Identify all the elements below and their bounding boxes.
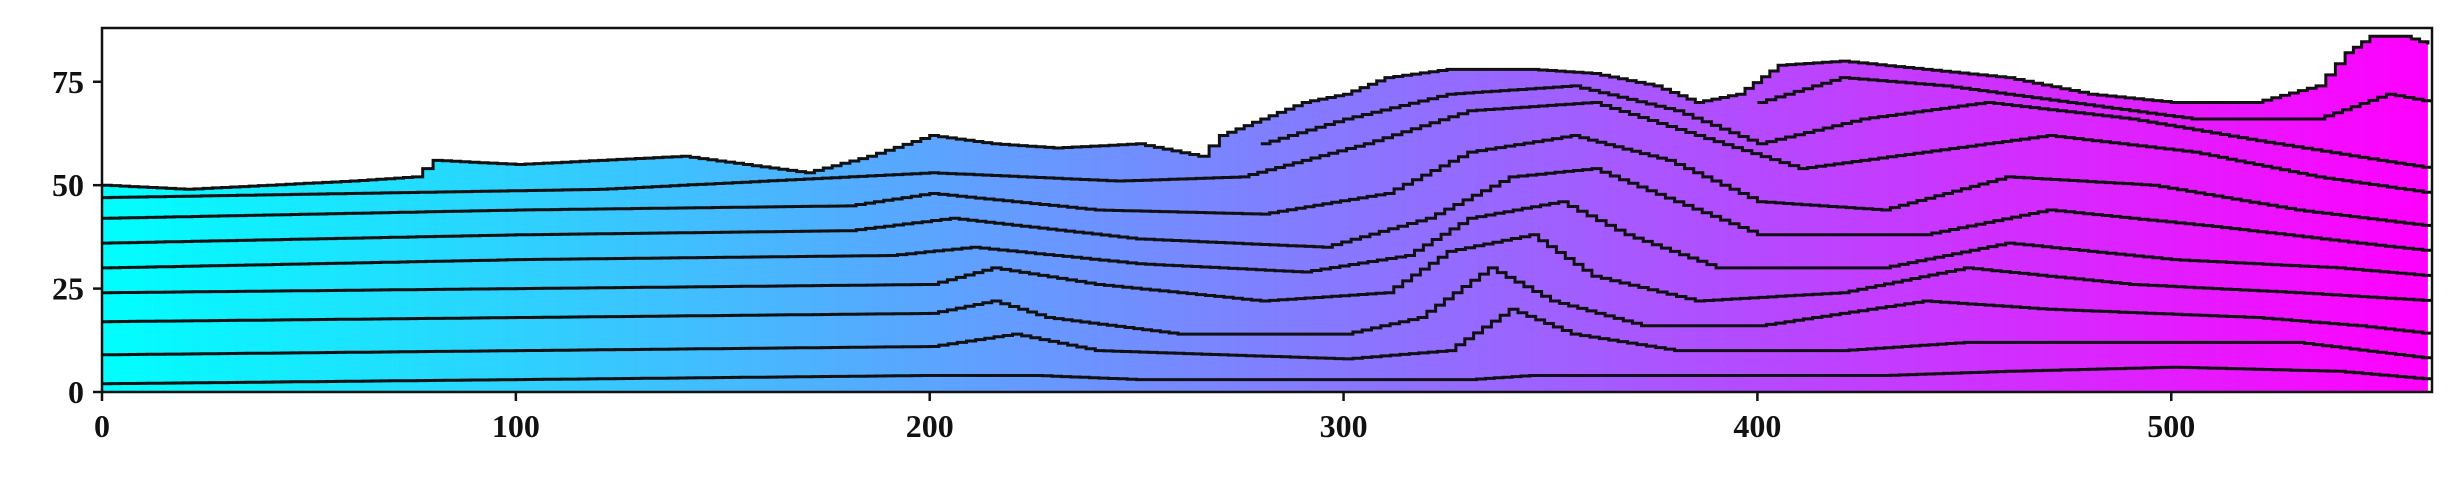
contour-line-10	[1757, 76, 2432, 121]
x-tick-label: 500	[2147, 408, 2195, 444]
x-tick-label: 300	[1320, 408, 1368, 444]
y-tick-label: 50	[52, 167, 84, 203]
contour-line-8	[102, 101, 2432, 200]
contour-line-1	[102, 365, 2432, 386]
y-tick-label: 25	[52, 271, 84, 307]
contour-line-9	[1260, 84, 2432, 169]
plot-area	[102, 34, 2432, 392]
x-tick-label: 200	[906, 408, 954, 444]
x-tick-label: 0	[94, 408, 110, 444]
contour-line-6	[102, 167, 2432, 252]
x-axis: 0 100 200 300 400 500	[94, 392, 2195, 444]
y-axis: 0 25 50 75	[52, 64, 102, 410]
contour-line-3	[102, 266, 2432, 336]
contour-line-4	[102, 233, 2432, 303]
y-tick-label: 0	[68, 374, 84, 410]
axis-frame	[100, 26, 2434, 394]
x-tick-label: 100	[492, 408, 540, 444]
contour-line-7	[102, 134, 2432, 227]
y-tick-label: 75	[52, 64, 84, 100]
x-tick-label: 400	[1733, 408, 1781, 444]
surface-outline	[102, 34, 2430, 191]
contour-line-5	[102, 200, 2432, 277]
contour-line-2	[102, 307, 2432, 361]
